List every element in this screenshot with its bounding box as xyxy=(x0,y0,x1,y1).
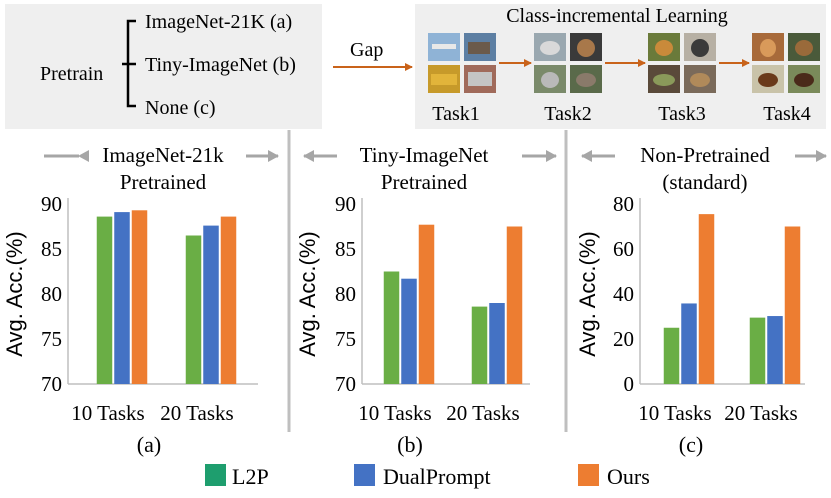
task4-image-deer2-detail xyxy=(795,40,813,56)
chart-c-ytick-2: 40 xyxy=(613,282,634,306)
chart-b-title-line-1: Pretrained xyxy=(381,170,468,194)
chart-b-bar-ours-10-tasks xyxy=(418,224,435,384)
chart-b-ytick-0: 70 xyxy=(335,372,356,396)
task2-images xyxy=(534,33,602,93)
chart-c-bar-dualprompt-10-tasks xyxy=(681,303,697,384)
task1-image-vehicle-detail xyxy=(468,42,490,54)
pretrain-option-b: Tiny-ImageNet (b) xyxy=(145,54,296,76)
cil-title: Class-incremental Learning xyxy=(506,5,728,27)
chart-c-ylabel: Avg. Acc.(%) xyxy=(575,231,600,357)
task3-images xyxy=(648,33,716,93)
chart-panel-a: ImageNet-21k Pretrained Avg. Acc.(%) 70 75 80… xyxy=(2,143,258,457)
chart-b-xtick-0: 10 Tasks xyxy=(358,401,431,425)
task3-image-deer-detail xyxy=(655,40,673,56)
cil-panel: Class-incremental Learning xyxy=(415,4,826,129)
chart-a-ytick-0: 70 xyxy=(41,372,62,396)
task2-image-bird-detail xyxy=(540,41,560,55)
chart-a-bar-ours-20-tasks xyxy=(220,216,237,384)
chart-b-bar-dualprompt-20-tasks xyxy=(489,303,505,384)
legend-swatch-dualprompt xyxy=(354,464,375,486)
chart-a-ylabel: Avg. Acc.(%) xyxy=(2,231,27,357)
task2-label: Task2 xyxy=(544,103,591,125)
pretrain-option-a: ImageNet-21K (a) xyxy=(145,11,292,33)
chart-c-ytick-3: 60 xyxy=(613,237,634,261)
chart-b-ytick-1: 75 xyxy=(335,327,356,351)
chart-c-title-line-1: (standard) xyxy=(662,170,747,194)
chart-b-caption: (b) xyxy=(397,432,423,457)
legend: L2P DualPrompt Ours xyxy=(205,464,650,489)
chart-panel-b: Tiny-ImageNet Pretrained Avg. Acc.(%) 70 75 8… xyxy=(295,143,530,457)
chart-b-ylabel: Avg. Acc.(%) xyxy=(295,231,320,357)
chart-a-caption: (a) xyxy=(137,432,161,457)
legend-label-l2p: L2P xyxy=(232,464,269,489)
pretrain-panel-bg xyxy=(5,4,322,129)
chart-a-xtick-1: 20 Tasks xyxy=(160,401,233,425)
task4-image-horse2-detail xyxy=(794,73,814,87)
chart-b-bar-dualprompt-10-tasks xyxy=(401,278,417,384)
pretrain-panel: Pretrain ImageNet-21K (a) Tiny-ImageNet … xyxy=(5,4,322,129)
chart-c-ytick-4: 80 xyxy=(613,192,634,216)
task3-image-toad-detail xyxy=(690,73,710,87)
chart-c-bar-l2p-10-tasks xyxy=(663,327,680,384)
chart-c-bar-ours-10-tasks xyxy=(698,214,715,384)
chart-b-bar-ours-20-tasks xyxy=(506,226,523,384)
chart-c-caption: (c) xyxy=(679,432,703,457)
task4-label: Task4 xyxy=(763,103,810,125)
task4-image-deer-detail xyxy=(760,39,776,57)
charts: ImageNet-21k Pretrained Avg. Acc.(%) 70 75 80… xyxy=(2,143,805,457)
pretrain-bracket xyxy=(122,19,136,108)
chart-a-bar-ours-10-tasks xyxy=(131,210,148,384)
chart-a-ytick-2: 80 xyxy=(41,282,62,306)
chart-c-bar-dualprompt-20-tasks xyxy=(767,316,783,384)
chart-a-bar-dualprompt-10-tasks xyxy=(114,212,130,384)
task4-image-horse-detail xyxy=(758,73,778,87)
chart-a-title-line-0: ImageNet-21k xyxy=(102,143,224,167)
task3-image-frog-detail xyxy=(653,74,675,86)
chart-c-title-line-0: Non-Pretrained xyxy=(640,143,770,167)
chart-a-ytick-3: 85 xyxy=(41,237,62,261)
task3-image-dog-detail xyxy=(691,39,709,57)
legend-swatch-ours xyxy=(578,464,599,486)
chart-c-xtick-1: 20 Tasks xyxy=(724,401,797,425)
chart-b-ytick-4: 90 xyxy=(335,192,356,216)
task1-image-truck-detail xyxy=(468,72,492,86)
legend-swatch-l2p xyxy=(205,464,226,486)
chart-b-bar-l2p-20-tasks xyxy=(471,306,488,384)
task4-images xyxy=(752,33,820,93)
chart-panel-c: Non-Pretrained (standard) Avg. Acc.(%) 0 20 4… xyxy=(575,143,805,457)
chart-a-ytick-4: 90 xyxy=(41,192,62,216)
task2-image-ostrich-detail xyxy=(577,39,595,57)
pretrain-option-c: None (c) xyxy=(145,97,216,119)
chart-c-bar-ours-20-tasks xyxy=(784,226,801,384)
chart-b-xtick-1: 20 Tasks xyxy=(446,401,519,425)
chart-a-bar-l2p-20-tasks xyxy=(185,235,202,384)
chart-a-title-line-1: Pretrained xyxy=(120,170,207,194)
gap-label: Gap xyxy=(350,39,383,61)
chart-c-bar-l2p-20-tasks xyxy=(749,317,766,384)
task1-image-airplane-detail xyxy=(432,44,456,49)
chart-c-ytick-1: 20 xyxy=(613,327,634,351)
chart-a-xtick-0: 10 Tasks xyxy=(71,401,144,425)
pretrain-label: Pretrain xyxy=(40,63,103,85)
chart-c-xtick-0: 10 Tasks xyxy=(638,401,711,425)
chart-a-bar-l2p-10-tasks xyxy=(96,216,113,384)
chart-a-ytick-1: 75 xyxy=(41,327,62,351)
legend-label-ours: Ours xyxy=(607,464,650,489)
task2-image-cat-detail xyxy=(541,72,559,88)
chart-c-ytick-0: 0 xyxy=(624,372,635,396)
legend-label-dualprompt: DualPrompt xyxy=(383,464,491,489)
chart-b-title-line-0: Tiny-ImageNet xyxy=(360,143,489,167)
task2-image-dog-detail xyxy=(576,73,596,87)
task3-label: Task3 xyxy=(658,103,705,125)
chart-b-ytick-2: 80 xyxy=(335,282,356,306)
task1-images xyxy=(428,33,496,93)
chart-a-bar-dualprompt-20-tasks xyxy=(203,225,219,384)
chart-b-ytick-3: 85 xyxy=(335,237,356,261)
task1-image-car-detail xyxy=(431,74,457,85)
task1-label: Task1 xyxy=(432,103,479,125)
chart-b-bar-l2p-10-tasks xyxy=(383,271,400,384)
